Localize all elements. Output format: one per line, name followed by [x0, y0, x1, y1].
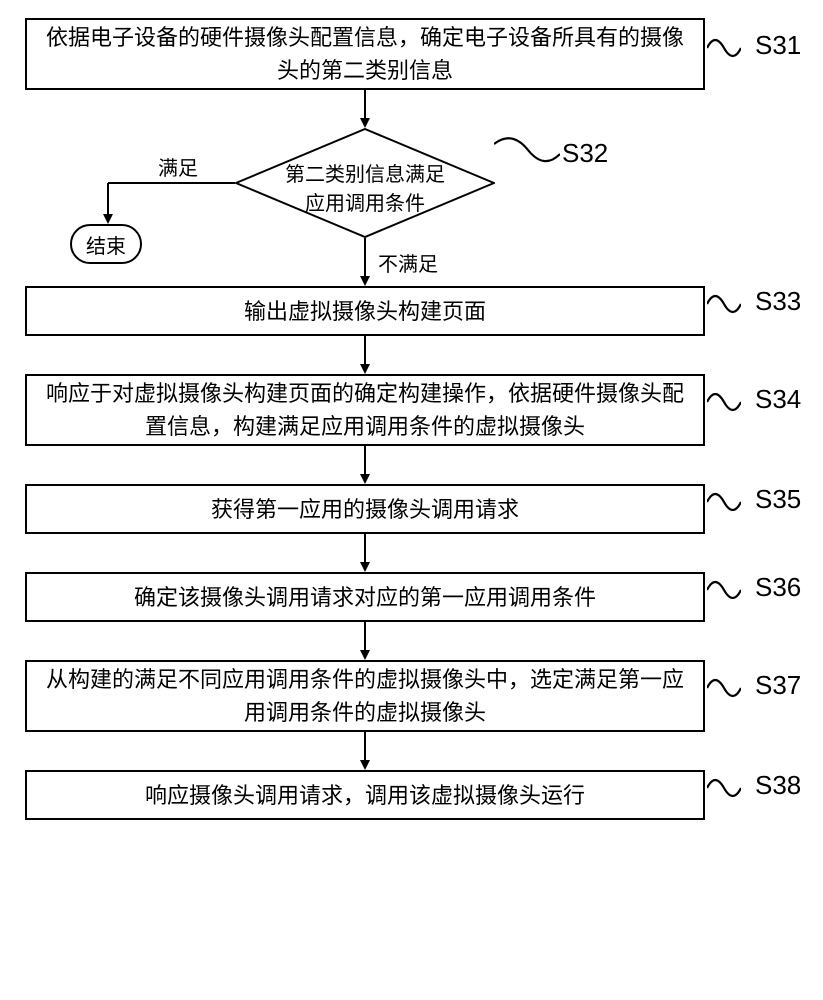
- step-s32-label: S32: [562, 138, 608, 169]
- arrow-s32-s33: [360, 238, 370, 286]
- step-s35-label: S35: [755, 484, 801, 515]
- arrow-yes: [90, 178, 240, 228]
- step-s31-label: S31: [755, 30, 801, 61]
- arrow-s33-s34: [360, 336, 370, 374]
- end-terminator: 结束: [70, 224, 142, 264]
- arrow-s37-s38: [360, 732, 370, 770]
- step-s31-connector: [707, 28, 741, 68]
- step-s33-label: S33: [755, 286, 801, 317]
- step-s33-connector: [707, 284, 741, 324]
- step-s36-connector: [707, 570, 741, 610]
- step-s37-label: S37: [755, 670, 801, 701]
- step-s34-text: 响应于对虚拟摄像头构建页面的确定构建操作，依据硬件摄像头配置信息，构建满足应用调…: [39, 377, 691, 443]
- arrow-s34-s35: [360, 446, 370, 484]
- step-s38-connector: [707, 768, 741, 808]
- step-s33-text: 输出虚拟摄像头构建页面: [244, 295, 486, 328]
- step-s31-box: 依据电子设备的硬件摄像头配置信息，确定电子设备所具有的摄像头的第二类别信息: [25, 18, 705, 90]
- step-s38-label: S38: [755, 770, 801, 801]
- edge-no-label: 不满足: [378, 248, 438, 277]
- step-s35-connector: [707, 482, 741, 522]
- step-s34-box: 响应于对虚拟摄像头构建页面的确定构建操作，依据硬件摄像头配置信息，构建满足应用调…: [25, 374, 705, 446]
- end-text: 结束: [86, 230, 126, 259]
- step-s35-text: 获得第一应用的摄像头调用请求: [211, 493, 519, 526]
- step-s33-box: 输出虚拟摄像头构建页面: [25, 286, 705, 336]
- step-s35-box: 获得第一应用的摄像头调用请求: [25, 484, 705, 534]
- step-s37-box: 从构建的满足不同应用调用条件的虚拟摄像头中，选定满足第一应用调用条件的虚拟摄像头: [25, 660, 705, 732]
- step-s37-connector: [707, 668, 741, 708]
- step-s31-text: 依据电子设备的硬件摄像头配置信息，确定电子设备所具有的摄像头的第二类别信息: [39, 21, 691, 87]
- step-s34-connector: [707, 382, 741, 422]
- step-s38-box: 响应摄像头调用请求，调用该虚拟摄像头运行: [25, 770, 705, 820]
- step-s34-label: S34: [755, 384, 801, 415]
- step-s38-text: 响应摄像头调用请求，调用该虚拟摄像头运行: [145, 779, 585, 812]
- step-s36-text: 确定该摄像头调用请求对应的第一应用调用条件: [134, 581, 596, 614]
- step-s36-box: 确定该摄像头调用请求对应的第一应用调用条件: [25, 572, 705, 622]
- step-s32-diamond: 第二类别信息满足 应用调用条件: [235, 128, 495, 238]
- edge-yes-label: 满足: [158, 152, 198, 181]
- step-s32-connector: [494, 130, 560, 174]
- step-s37-text: 从构建的满足不同应用调用条件的虚拟摄像头中，选定满足第一应用调用条件的虚拟摄像头: [39, 663, 691, 729]
- arrow-s31-s32: [360, 90, 370, 128]
- arrow-s35-s36: [360, 534, 370, 572]
- step-s36-label: S36: [755, 572, 801, 603]
- arrow-s36-s37: [360, 622, 370, 660]
